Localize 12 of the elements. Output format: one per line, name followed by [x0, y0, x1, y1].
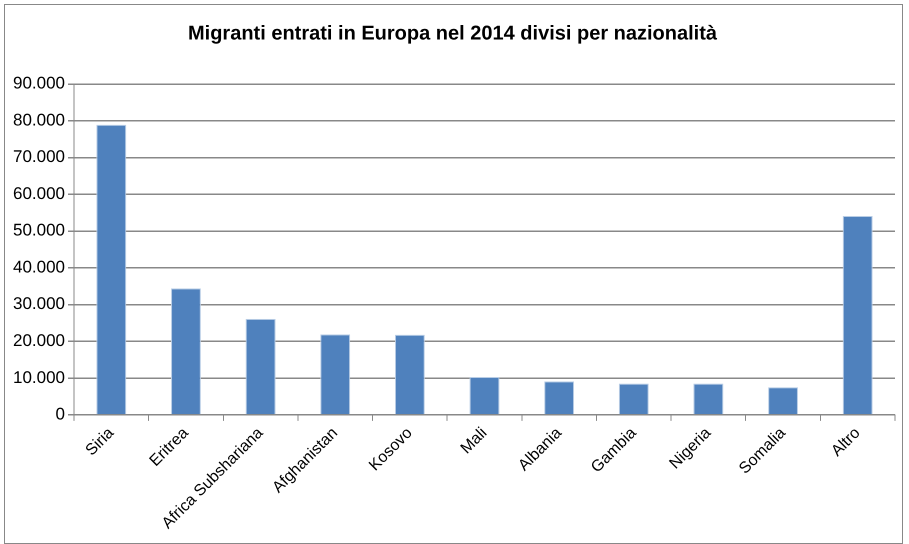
chart-title: Migranti entrati in Europa nel 2014 divisi per nazionalità	[188, 22, 718, 45]
y-tick-label: 80.000	[12, 110, 65, 130]
x-tick-label: Siria	[82, 424, 118, 460]
y-tick-label: 70.000	[12, 147, 65, 166]
y-tick-label: 50.000	[12, 220, 65, 240]
y-tick-label: 30.000	[12, 294, 65, 314]
y-tick-label: 20.000	[12, 331, 65, 350]
y-tick-label: 0	[56, 404, 65, 424]
y-tick-label: 40.000	[12, 257, 65, 276]
y-tick-label: 60.000	[12, 184, 65, 203]
y-tick-label: 10.000	[12, 368, 65, 387]
y-tick-label: 90.000	[12, 74, 65, 93]
